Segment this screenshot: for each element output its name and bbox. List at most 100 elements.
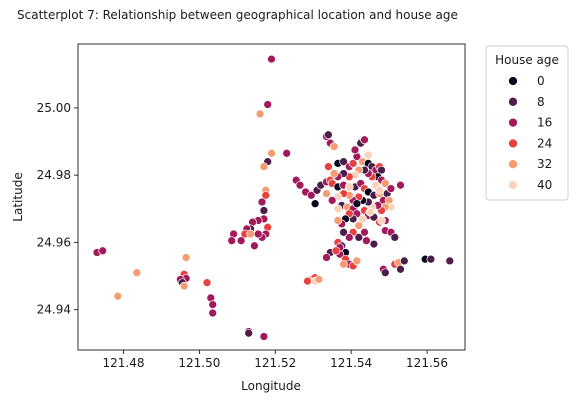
data-point — [98, 246, 108, 256]
data-point — [261, 190, 271, 200]
y-tick-label: 25.00 — [37, 101, 71, 115]
data-point — [322, 189, 331, 198]
data-point — [352, 199, 362, 209]
data-point — [363, 150, 373, 160]
data-point — [263, 100, 273, 109]
data-point — [339, 227, 348, 237]
x-tick-label: 121.54 — [330, 356, 372, 370]
legend-marker — [508, 96, 518, 107]
data-point — [208, 308, 218, 318]
data-point — [354, 233, 364, 242]
data-point — [333, 216, 343, 225]
data-point — [227, 236, 237, 246]
x-tick-label: 121.50 — [178, 356, 220, 370]
data-point — [314, 275, 324, 284]
data-point — [236, 236, 246, 246]
legend-label: 40 — [537, 178, 552, 192]
data-point — [365, 207, 375, 217]
legend-marker — [508, 76, 518, 86]
data-point — [255, 109, 265, 119]
data-point — [350, 145, 360, 155]
chart-title: Scatterplot 7: Relationship between geog… — [17, 8, 458, 22]
data-point — [259, 206, 269, 215]
data-point — [426, 254, 436, 264]
data-point — [244, 328, 254, 338]
data-point — [396, 264, 405, 274]
legend: House age 0 8 16 24 32 40 — [485, 45, 569, 201]
x-axis-label: Longitude — [241, 379, 301, 393]
data-point — [358, 214, 367, 224]
legend-marker — [508, 159, 518, 170]
x-tick-label: 121.56 — [406, 356, 448, 370]
data-point — [344, 233, 354, 242]
x-tick-label: 121.48 — [103, 356, 145, 370]
data-point — [329, 169, 339, 178]
data-point — [208, 300, 218, 309]
data-point — [259, 332, 269, 341]
data-point — [386, 184, 396, 193]
data-point — [327, 196, 337, 205]
data-point — [445, 256, 455, 266]
data-point — [360, 135, 369, 145]
data-point — [331, 246, 341, 256]
legend-frame — [485, 45, 569, 201]
legend-marker — [508, 117, 518, 128]
data-point — [306, 190, 316, 200]
data-point — [377, 216, 386, 225]
legend-marker — [508, 138, 518, 149]
data-point — [329, 142, 339, 151]
legend-label: 0 — [537, 74, 545, 88]
data-point — [267, 148, 276, 158]
data-point — [362, 236, 371, 246]
data-point — [324, 130, 333, 140]
data-point — [259, 162, 269, 172]
data-point — [132, 268, 142, 278]
data-point — [179, 281, 189, 291]
plot-frame — [77, 43, 466, 351]
legend-label: 16 — [537, 116, 552, 130]
data-point — [324, 162, 333, 172]
y-tick-label: 24.96 — [37, 235, 71, 249]
y-axis-label: Latitude — [11, 172, 25, 221]
data-point — [310, 199, 320, 209]
data-point — [339, 157, 348, 167]
scatter-points — [92, 54, 455, 341]
data-point — [322, 253, 331, 262]
data-point — [344, 182, 354, 192]
y-tick-label: 24.94 — [37, 303, 71, 317]
legend-label: 32 — [537, 157, 552, 171]
data-point — [360, 227, 369, 237]
data-point — [380, 268, 390, 278]
data-point — [390, 233, 400, 242]
data-point — [380, 179, 390, 188]
data-point — [113, 291, 123, 301]
legend-items: 0 8 16 24 32 40 — [508, 74, 552, 192]
data-point — [267, 54, 276, 64]
data-point — [303, 276, 312, 286]
data-point — [377, 165, 386, 175]
data-point — [250, 241, 259, 251]
y-tick-label: 24.98 — [37, 168, 71, 182]
data-point — [333, 204, 343, 214]
legend-label: 24 — [537, 136, 552, 150]
x-tick-label: 121.52 — [254, 356, 296, 370]
data-point — [369, 239, 379, 249]
data-point — [375, 185, 384, 195]
data-point — [202, 278, 212, 288]
data-point — [257, 197, 267, 207]
data-point — [352, 256, 362, 266]
legend-title: House age — [495, 53, 559, 67]
data-point — [181, 253, 191, 262]
data-point — [295, 180, 305, 190]
data-point — [399, 256, 409, 266]
legend-marker — [508, 180, 518, 190]
data-point — [348, 159, 358, 168]
data-point — [282, 148, 292, 158]
data-point — [253, 229, 263, 239]
axis-ticks: 121.48 121.50 121.52 121.54 121.56 24.94 24.96… — [37, 101, 448, 370]
data-point — [246, 229, 255, 239]
data-point — [339, 259, 348, 269]
data-point — [396, 180, 405, 190]
data-point — [354, 221, 364, 230]
